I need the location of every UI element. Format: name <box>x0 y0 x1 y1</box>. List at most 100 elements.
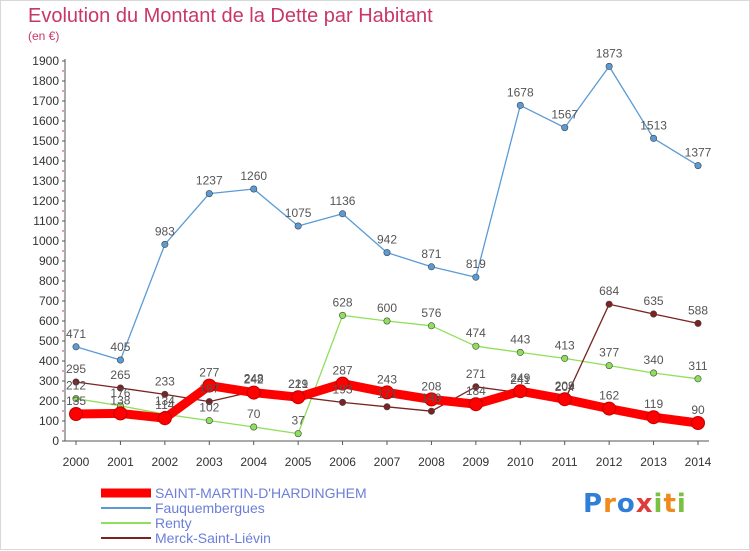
data-point-renty <box>650 369 658 377</box>
x-tick-label: 2014 <box>685 455 712 469</box>
data-label-renty: 413 <box>555 338 575 352</box>
data-point-renty <box>516 348 524 356</box>
data-point-fauquembergues <box>694 162 702 170</box>
data-label-fauquembergues: 1075 <box>285 206 312 220</box>
data-label-fauquembergues: 1260 <box>240 169 267 183</box>
data-label-renty: 443 <box>510 332 530 346</box>
logo-letter: o <box>616 489 636 519</box>
data-label-renty: 377 <box>599 346 619 360</box>
logo-letter: P <box>583 489 604 519</box>
legend-label-fauquembergues: Fauquembergues <box>155 500 265 516</box>
y-tick-label: 1300 <box>32 174 59 188</box>
data-point-fauquembergues <box>161 240 169 248</box>
data-label-fauquembergues: 1678 <box>507 85 534 99</box>
data-point-saint-martin-d-hardinghem <box>69 407 83 421</box>
data-point-merck-saint-lievin <box>205 398 213 406</box>
data-point-renty <box>250 423 258 431</box>
data-label-merck-saint-lievin: 204 <box>555 380 575 394</box>
data-label-renty: 474 <box>466 326 486 340</box>
x-tick-label: 2002 <box>152 455 179 469</box>
data-point-merck-saint-lievin <box>339 398 347 406</box>
data-label-merck-saint-lievin: 265 <box>110 368 130 382</box>
y-tick-label: 1100 <box>33 214 59 228</box>
y-tick-label: 0 <box>52 434 59 448</box>
data-point-saint-martin-d-hardinghem <box>202 378 217 393</box>
data-point-fauquembergues <box>294 222 302 230</box>
x-tick-label: 2008 <box>418 455 445 469</box>
y-tick-label: 1500 <box>32 134 59 148</box>
x-tick-label: 2009 <box>463 455 490 469</box>
data-label-merck-saint-lievin: 241 <box>510 373 530 387</box>
series-line-fauquembergues <box>75 65 699 361</box>
data-point-saint-martin-d-hardinghem <box>157 411 172 426</box>
data-label-saint-martin-d-hardinghem: 90 <box>691 403 705 417</box>
y-tick-label: 1800 <box>32 74 59 88</box>
data-label-renty: 628 <box>333 295 353 309</box>
data-point-renty <box>383 317 391 325</box>
data-label-saint-martin-d-hardinghem: 114 <box>155 398 174 412</box>
data-label-saint-martin-d-hardinghem: 243 <box>377 372 397 386</box>
logo-letter: x <box>635 489 654 519</box>
data-label-merck-saint-lievin: 635 <box>644 294 664 308</box>
x-tick-label: 2004 <box>240 455 267 469</box>
data-point-fauquembergues <box>383 249 391 257</box>
data-point-saint-martin-d-hardinghem <box>380 385 394 400</box>
data-label-saint-martin-d-hardinghem: 162 <box>599 389 619 403</box>
data-point-fauquembergues <box>250 185 258 193</box>
y-tick-label: 800 <box>39 274 59 288</box>
y-tick-label: 1000 <box>32 234 59 248</box>
data-point-renty <box>339 311 347 319</box>
data-label-merck-saint-lievin: 193 <box>333 382 353 396</box>
data-label-renty: 134 <box>155 394 175 408</box>
data-label-merck-saint-lievin: 588 <box>688 303 708 317</box>
data-point-renty <box>605 362 613 370</box>
data-label-renty: 576 <box>421 306 441 320</box>
x-tick-label: 2013 <box>640 455 667 469</box>
data-point-fauquembergues <box>605 62 613 70</box>
y-tick-label: 700 <box>39 294 59 308</box>
data-label-renty: 311 <box>688 359 707 373</box>
data-point-renty <box>472 342 480 350</box>
data-label-fauquembergues: 983 <box>155 224 175 238</box>
data-label-fauquembergues: 1567 <box>551 108 578 122</box>
y-tick-label: 400 <box>39 354 59 368</box>
data-point-saint-martin-d-hardinghem <box>691 416 705 430</box>
data-label-renty: 176 <box>110 386 130 400</box>
data-label-merck-saint-lievin: 295 <box>66 362 86 376</box>
x-tick-label: 2012 <box>596 455 623 469</box>
data-label-merck-saint-lievin: 271 <box>466 367 486 381</box>
data-label-merck-saint-lievin: 233 <box>155 374 175 388</box>
data-label-merck-saint-lievin: 221 <box>288 377 308 391</box>
data-label-saint-martin-d-hardinghem: 219 <box>288 377 308 391</box>
y-tick-label: 1600 <box>32 114 59 128</box>
x-tick-label: 2005 <box>285 455 312 469</box>
data-point-merck-saint-lievin <box>472 383 480 391</box>
x-tick-label: 2003 <box>196 455 223 469</box>
y-tick-label: 1200 <box>32 194 59 208</box>
data-label-fauquembergues: 1873 <box>596 46 623 60</box>
logo-letter: i <box>653 489 664 519</box>
data-point-saint-martin-d-hardinghem <box>113 406 128 421</box>
data-label-saint-martin-d-hardinghem: 209 <box>555 379 575 393</box>
data-point-saint-martin-d-hardinghem <box>602 401 617 416</box>
x-tick-label: 2006 <box>329 455 356 469</box>
data-point-saint-martin-d-hardinghem <box>646 410 661 425</box>
y-tick-label: 100 <box>39 414 59 428</box>
data-label-merck-saint-lievin: 248 <box>244 371 264 385</box>
data-label-saint-martin-d-hardinghem: 135 <box>66 394 86 408</box>
data-label-renty: 70 <box>247 407 261 421</box>
y-tick-label: 500 <box>39 334 59 348</box>
data-label-saint-martin-d-hardinghem: 138 <box>110 393 130 407</box>
data-label-merck-saint-lievin: 149 <box>421 391 441 405</box>
data-point-merck-saint-lievin <box>161 390 169 398</box>
data-point-fauquembergues <box>561 124 569 132</box>
data-point-fauquembergues <box>116 356 124 364</box>
data-point-renty <box>294 430 302 438</box>
data-label-renty: 212 <box>66 379 86 393</box>
data-label-merck-saint-lievin: 684 <box>599 284 619 298</box>
x-tick-label: 2010 <box>507 455 534 469</box>
x-tick-label: 2000 <box>63 455 90 469</box>
data-label-saint-martin-d-hardinghem: 208 <box>421 379 441 393</box>
data-point-fauquembergues <box>339 210 347 218</box>
data-point-renty <box>561 354 569 362</box>
